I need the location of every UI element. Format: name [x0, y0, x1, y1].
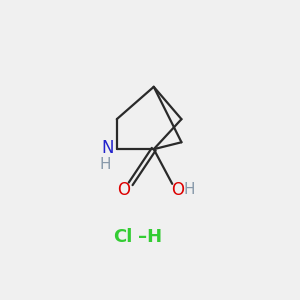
Text: O: O: [117, 181, 130, 199]
Text: N: N: [101, 139, 114, 157]
Text: –H: –H: [138, 228, 162, 246]
Text: H: H: [100, 157, 111, 172]
Text: O: O: [172, 181, 184, 199]
Text: H: H: [184, 182, 195, 197]
Text: Cl: Cl: [114, 228, 133, 246]
